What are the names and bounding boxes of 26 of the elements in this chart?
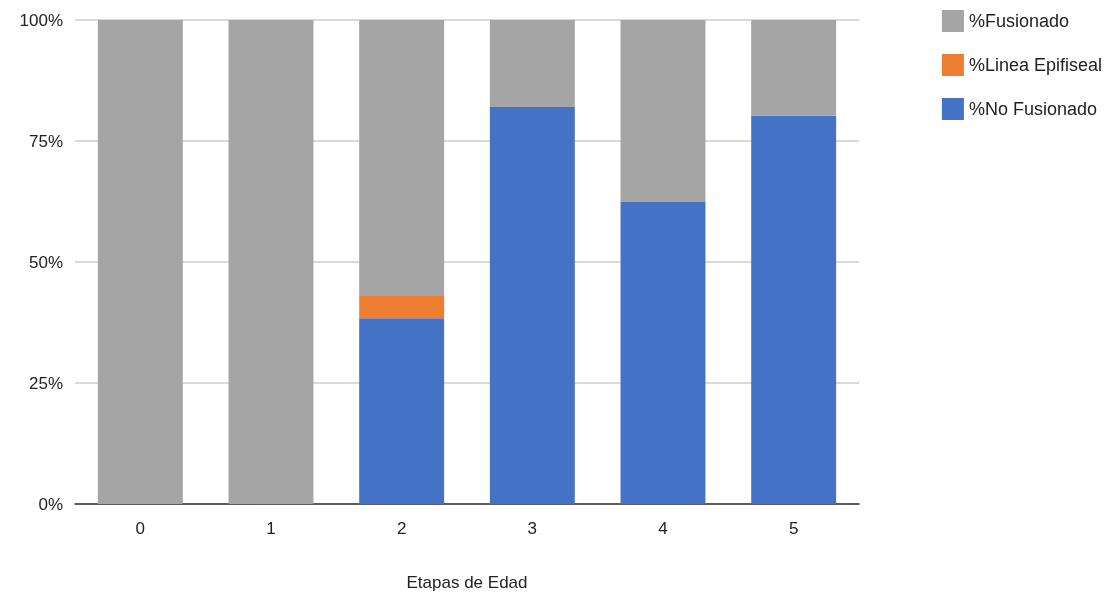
y-tick-label: 25% <box>28 373 63 393</box>
bar <box>359 20 445 296</box>
y-tick-label: 0% <box>38 494 63 514</box>
x-tick-label: 4 <box>658 519 668 538</box>
x-tick-label: 1 <box>266 519 276 538</box>
bar <box>489 20 575 108</box>
bar <box>620 20 706 202</box>
bar <box>359 295 445 319</box>
x-tick-label: 5 <box>788 519 799 538</box>
legend-label: %Fusionado <box>968 11 1069 31</box>
bar <box>620 201 706 504</box>
x-axis-title: Etapas de Edad <box>406 573 528 592</box>
legend-label: %No Fusionado <box>968 99 1097 119</box>
bar <box>751 20 837 116</box>
bar <box>751 115 837 504</box>
x-tick-label: 0 <box>135 519 146 538</box>
bar <box>359 318 445 504</box>
y-tick-label: 50% <box>28 252 63 272</box>
bar <box>97 20 183 504</box>
y-tick-label: 75% <box>28 131 63 151</box>
bar <box>228 20 314 504</box>
y-tick-label: 100% <box>19 10 63 30</box>
bar <box>489 107 575 504</box>
legend-label: %Linea Epifiseal <box>968 55 1103 75</box>
x-tick-label: 2 <box>396 519 407 538</box>
x-tick-label: 3 <box>527 519 538 538</box>
